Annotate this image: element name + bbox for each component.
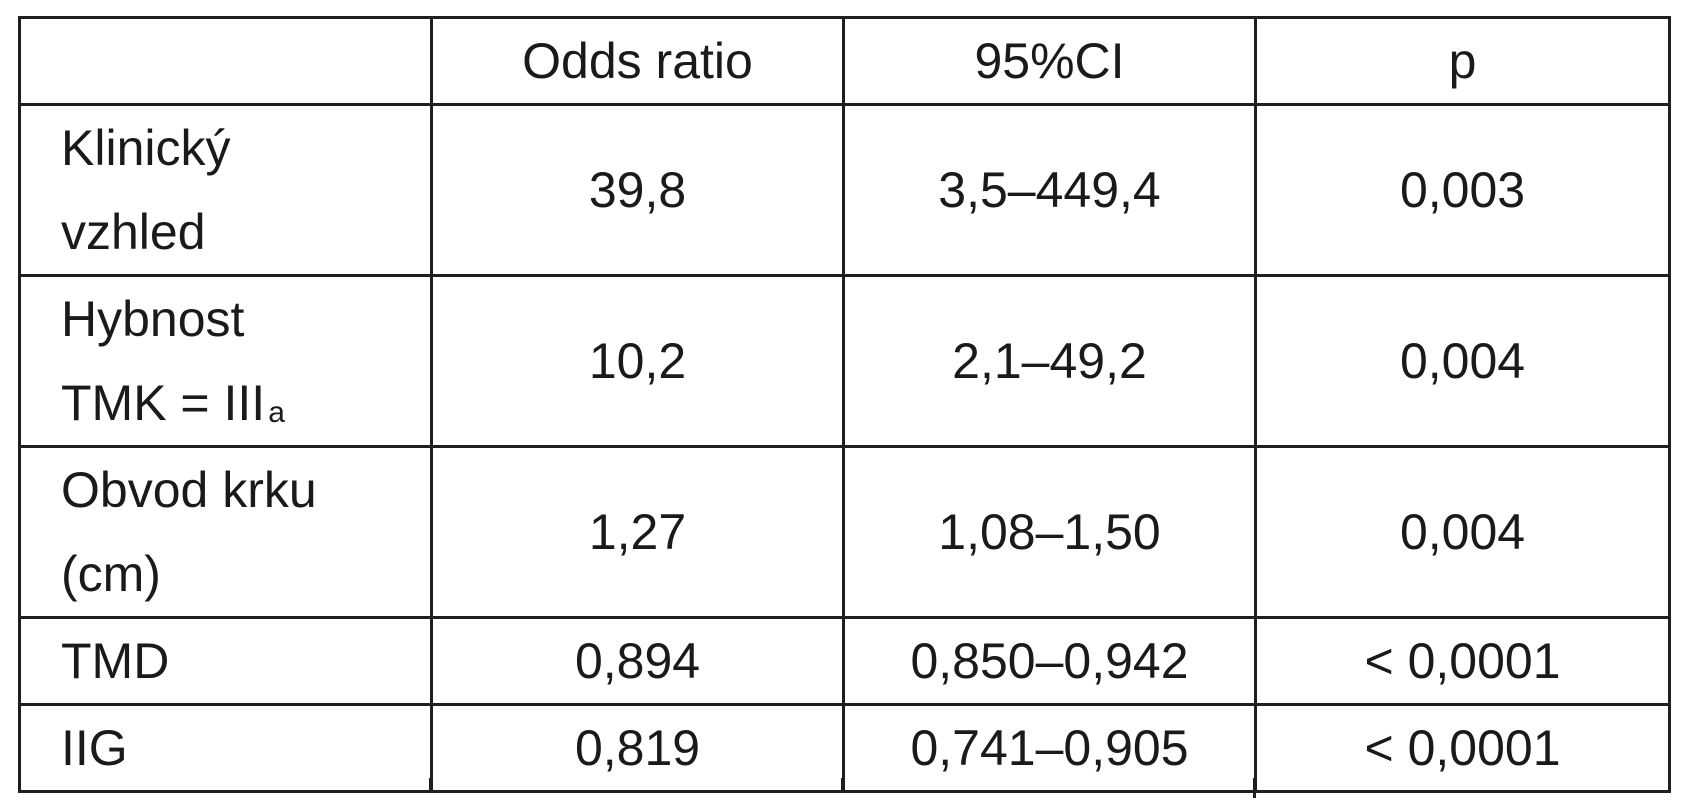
row-label: TMD bbox=[18, 616, 433, 706]
row-label-line2-wrap: TMK = III a bbox=[61, 361, 430, 445]
table-row: Klinický vzhled 39,8 3,5–449,4 0,003 bbox=[18, 103, 1671, 277]
header-95ci: 95%CI bbox=[842, 16, 1257, 106]
row-label-line2: (cm) bbox=[61, 546, 161, 602]
column-divider-tail bbox=[841, 778, 844, 792]
odds-ratio-value: 39,8 bbox=[430, 103, 845, 277]
row-label-line1: Klinický bbox=[61, 120, 231, 176]
header-odds-ratio: Odds ratio bbox=[430, 16, 845, 106]
row-label-line1: Hybnost bbox=[61, 291, 245, 347]
header-empty bbox=[18, 16, 433, 106]
row-label-line2: TMK = III bbox=[61, 375, 266, 431]
table-row: IIG 0,819 0,741–0,905 < 0,0001 bbox=[18, 703, 1671, 793]
p-value: < 0,0001 bbox=[1254, 703, 1671, 793]
column-divider-tail bbox=[429, 778, 432, 792]
odds-ratio-value: 0,819 bbox=[430, 703, 845, 793]
odds-ratio-value: 0,894 bbox=[430, 616, 845, 706]
odds-ratio-value: 1,27 bbox=[430, 445, 845, 619]
table-row: Hybnost TMK = III a 10,2 2,1–49,2 0,004 bbox=[18, 274, 1671, 448]
row-label-line1: Obvod krku bbox=[61, 462, 317, 518]
odds-ratio-value: 10,2 bbox=[430, 274, 845, 448]
ci-value: 0,850–0,942 bbox=[842, 616, 1257, 706]
ci-value: 3,5–449,4 bbox=[842, 103, 1257, 277]
footnote-marker: a bbox=[268, 396, 285, 429]
table-row: TMD 0,894 0,850–0,942 < 0,0001 bbox=[18, 616, 1671, 706]
p-value: 0,004 bbox=[1254, 445, 1671, 619]
p-value: 0,003 bbox=[1254, 103, 1671, 277]
p-value: < 0,0001 bbox=[1254, 616, 1671, 706]
p-value: 0,004 bbox=[1254, 274, 1671, 448]
row-label: Obvod krku (cm) bbox=[18, 445, 433, 619]
row-label: Klinický vzhled bbox=[18, 103, 433, 277]
column-divider-tail bbox=[1253, 778, 1256, 798]
table-header-row: Odds ratio 95%CI p bbox=[18, 16, 1671, 106]
ci-value: 1,08–1,50 bbox=[842, 445, 1257, 619]
results-table-container: Odds ratio 95%CI p Klinický vzhled 39,8 … bbox=[18, 16, 1671, 793]
row-label-line2: vzhled bbox=[61, 204, 206, 260]
row-label: IIG bbox=[18, 703, 433, 793]
ci-value: 0,741–0,905 bbox=[842, 703, 1257, 793]
table-row: Obvod krku (cm) 1,27 1,08–1,50 0,004 bbox=[18, 445, 1671, 619]
odds-ratio-table: Odds ratio 95%CI p Klinický vzhled 39,8 … bbox=[18, 16, 1671, 793]
row-label: Hybnost TMK = III a bbox=[18, 274, 433, 448]
ci-value: 2,1–49,2 bbox=[842, 274, 1257, 448]
header-p: p bbox=[1254, 16, 1671, 106]
